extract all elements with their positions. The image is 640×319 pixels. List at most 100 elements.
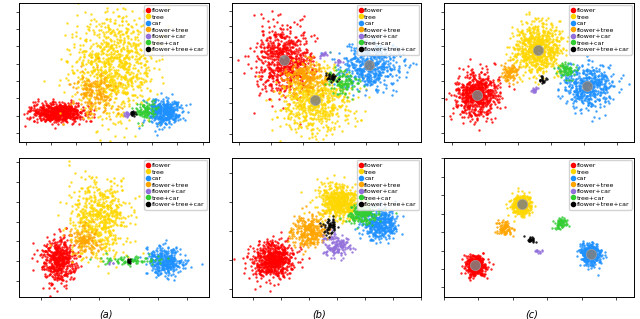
Point (305, 224, 316, 229)
Point (113, 41, 124, 46)
Point (300, 84, 310, 89)
Point (360, 79, 371, 84)
Point (465, 271, 475, 276)
Point (86, 219, 97, 224)
Point (137, 101, 147, 107)
Point (461, 94, 471, 99)
Point (349, 49, 360, 54)
Point (259, 264, 269, 269)
Point (100, 208, 110, 213)
Point (264, 62, 275, 67)
Point (347, 79, 357, 84)
Point (304, 83, 314, 88)
Point (97, 220, 107, 225)
Point (535, 36, 545, 41)
Point (258, 61, 268, 66)
Point (503, 64, 513, 69)
Point (265, 242, 275, 248)
Point (588, 79, 598, 84)
Point (307, 85, 317, 91)
Point (65, 217, 75, 222)
Point (298, 50, 308, 56)
Point (504, 45, 514, 50)
Point (518, 202, 528, 207)
Point (72, 228, 83, 233)
Point (54, 100, 64, 105)
Point (334, 199, 344, 204)
Point (116, 183, 126, 189)
Point (524, 238, 534, 243)
Point (575, 106, 586, 111)
Point (385, 66, 395, 71)
Point (341, 191, 351, 196)
Point (271, 257, 282, 262)
Point (481, 82, 492, 87)
Point (154, 268, 164, 273)
Point (253, 242, 264, 247)
Point (62, 271, 72, 276)
Point (73, 103, 83, 108)
Point (83, 104, 93, 109)
Point (314, 74, 324, 79)
Point (340, 90, 350, 95)
Point (380, 217, 390, 222)
Point (335, 206, 345, 211)
Point (477, 85, 487, 90)
Point (48, 100, 58, 105)
Point (483, 264, 493, 269)
Point (377, 226, 387, 231)
Point (287, 44, 298, 49)
Point (295, 62, 305, 67)
Point (332, 196, 342, 201)
Point (269, 88, 279, 93)
Point (369, 223, 379, 228)
Point (362, 209, 372, 214)
Point (91, 242, 101, 247)
Point (311, 94, 321, 99)
Point (275, 89, 285, 94)
Point (458, 92, 468, 97)
Point (588, 243, 598, 249)
Point (586, 70, 596, 75)
Point (291, 48, 301, 54)
Point (509, 69, 519, 74)
Point (284, 122, 294, 128)
Point (310, 205, 321, 210)
Point (586, 255, 596, 260)
Point (474, 262, 484, 267)
Point (352, 59, 362, 64)
Point (354, 88, 364, 93)
Point (289, 71, 299, 77)
Point (120, 259, 131, 264)
Point (324, 207, 335, 212)
Point (274, 90, 284, 95)
Point (387, 215, 397, 220)
Point (83, 223, 93, 228)
Point (468, 259, 478, 264)
Point (91, 227, 101, 233)
Point (508, 56, 518, 61)
Point (314, 83, 324, 88)
Point (560, 79, 570, 84)
Point (314, 233, 324, 238)
Point (303, 221, 314, 226)
Point (108, 233, 118, 238)
Point (378, 61, 388, 66)
Point (375, 229, 385, 234)
Point (311, 230, 321, 235)
Point (277, 78, 287, 83)
Point (124, 61, 134, 66)
Point (280, 42, 290, 47)
Point (262, 240, 273, 245)
Point (376, 236, 387, 241)
Point (515, 203, 525, 208)
Point (148, 108, 158, 113)
Point (165, 110, 175, 115)
Point (102, 29, 113, 34)
Point (92, 54, 102, 59)
Point (473, 255, 483, 260)
Point (280, 270, 290, 275)
Point (298, 89, 308, 94)
Point (577, 250, 588, 255)
Point (278, 257, 288, 263)
